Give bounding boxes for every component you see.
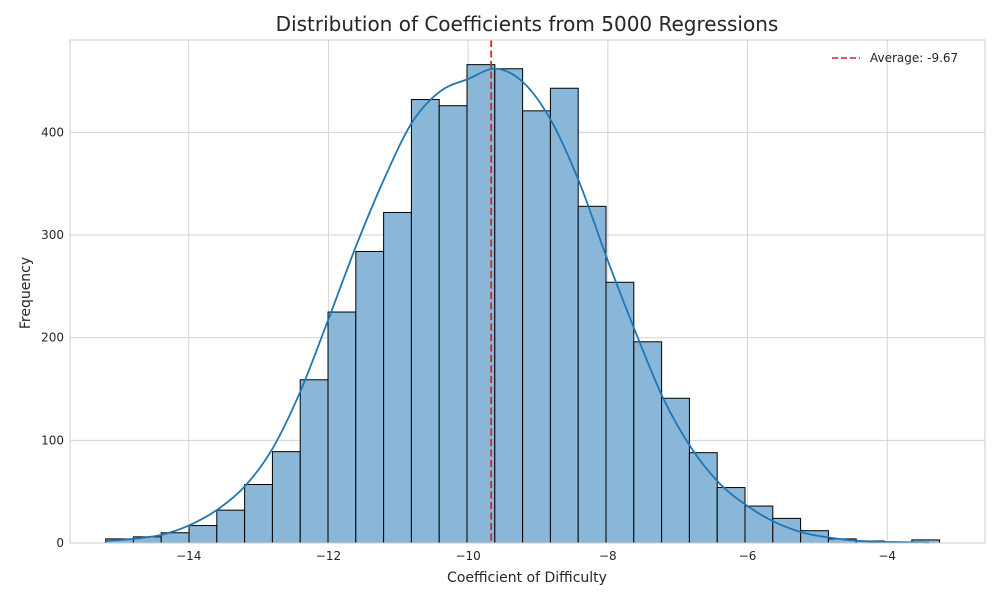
histogram-bar — [494, 68, 524, 544]
ticks-layer: −14 −12 −10 −8 −6 −4 0 100 200 300 400 — [41, 125, 896, 563]
histogram-bar — [327, 311, 357, 544]
histogram-bar — [271, 451, 301, 544]
y-tick-label: 0 — [56, 536, 64, 550]
chart-title: Distribution of Coefficients from 5000 R… — [276, 12, 779, 36]
x-tick-label: −14 — [176, 549, 201, 563]
histogram-bar — [661, 397, 690, 544]
histogram-bar — [299, 379, 329, 544]
histogram-bar — [216, 509, 246, 544]
histogram-bar — [188, 525, 218, 544]
histogram-bar — [605, 281, 635, 544]
x-tick-label: −8 — [599, 549, 617, 563]
histogram-bar — [522, 110, 551, 544]
x-tick-label: −12 — [316, 549, 341, 563]
histogram-bar — [549, 87, 579, 544]
histogram-bar — [577, 205, 607, 544]
kde-curve — [105, 67, 930, 544]
histogram-bar — [633, 341, 663, 544]
histogram-bar — [744, 505, 774, 544]
y-tick-label: 200 — [41, 331, 64, 345]
y-axis-label: Frequency — [18, 257, 34, 329]
x-tick-label: −10 — [455, 549, 480, 563]
histogram-bar — [438, 105, 468, 544]
y-tick-label: 400 — [41, 125, 64, 139]
histogram-bar — [410, 99, 440, 544]
histogram-bar — [383, 211, 412, 544]
y-tick-label: 100 — [41, 433, 64, 447]
histogram-bar — [355, 250, 385, 544]
x-tick-label: −4 — [878, 549, 896, 563]
x-tick-label: −6 — [739, 549, 757, 563]
legend: Average: -9.67 — [832, 51, 958, 65]
bars-layer — [105, 64, 941, 544]
plot-frame — [69, 39, 986, 544]
histogram-bar — [716, 487, 746, 544]
x-axis-label: Coefficient of Difficulty — [447, 570, 607, 586]
histogram-bar — [244, 483, 273, 544]
y-tick-label: 300 — [41, 228, 64, 242]
kde-layer — [105, 67, 930, 544]
legend-mean-label: Average: -9.67 — [870, 51, 958, 65]
